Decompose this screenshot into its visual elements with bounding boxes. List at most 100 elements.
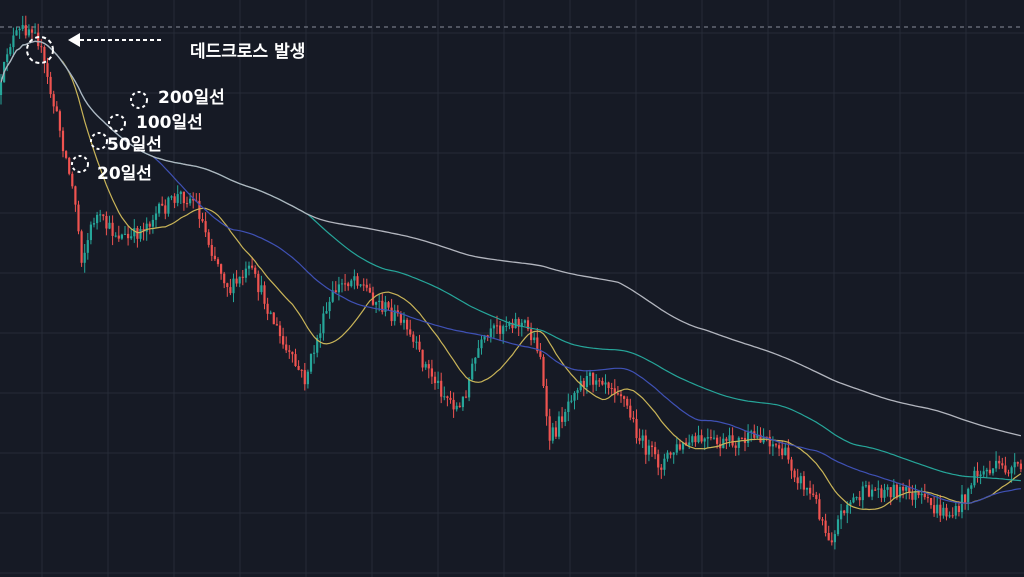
candle-body (619, 394, 623, 397)
candle-body (709, 437, 712, 439)
candle-body (185, 203, 189, 205)
candle-body (80, 231, 83, 263)
candle-body (613, 388, 616, 394)
candle-body (607, 382, 610, 388)
candle-body (520, 322, 523, 327)
candle-body (99, 214, 102, 216)
candle-body (173, 196, 176, 203)
candle-body (858, 497, 861, 501)
candle-body (827, 533, 830, 541)
candle-body (130, 236, 133, 239)
candle-body (728, 435, 731, 441)
candle-body (74, 186, 77, 205)
candle-body (756, 434, 759, 438)
candle-body (37, 32, 40, 47)
candle-body (672, 452, 675, 455)
candle-body (1010, 467, 1013, 474)
candle-body (833, 534, 836, 543)
candle-body (774, 444, 778, 446)
candle-body (790, 459, 793, 471)
candle-body (874, 489, 877, 491)
candle-body (706, 437, 709, 439)
candle-body (864, 485, 867, 487)
candle-body (458, 405, 461, 408)
candle-body (678, 444, 681, 450)
candle-body (852, 497, 855, 503)
candle-body (46, 63, 49, 77)
candle-body (886, 487, 889, 490)
candle-body (712, 437, 716, 439)
candle-body (316, 337, 319, 353)
candle-body (384, 302, 387, 312)
candle-body (235, 278, 238, 284)
candle-body (495, 325, 499, 327)
candle-body (998, 460, 1001, 464)
candle-body (0, 82, 3, 95)
candle-body (353, 276, 356, 281)
candle-body (923, 493, 926, 498)
candle-body (244, 268, 247, 278)
candle-body (471, 363, 474, 380)
candle-body (452, 399, 455, 410)
candle-body (489, 328, 492, 338)
candle-body (582, 380, 585, 387)
candle-body (561, 416, 564, 422)
candle-body (58, 111, 61, 131)
candle-body (945, 507, 948, 517)
candle-body (446, 396, 449, 398)
candle-body (189, 198, 192, 204)
candle-body (254, 267, 257, 274)
candle-body (449, 397, 452, 400)
candle-body (443, 396, 446, 398)
candle-body (548, 416, 551, 441)
candle-body (880, 488, 883, 498)
candle-body (889, 487, 892, 498)
candle-body (830, 540, 833, 543)
candle-body (778, 445, 781, 449)
candle-body (694, 436, 697, 443)
candle-body (917, 490, 920, 496)
candle-body (238, 276, 241, 284)
ma50-label: 50일선 (107, 135, 162, 155)
candle-body (427, 364, 430, 369)
candle-body (988, 469, 991, 474)
candle-body (523, 320, 526, 323)
candle-body (105, 216, 108, 229)
candle-body (21, 25, 24, 29)
candle-body (533, 337, 536, 341)
candle-body (179, 191, 182, 195)
candle-body (390, 307, 393, 322)
candle-body (836, 519, 840, 535)
candle-body (229, 287, 232, 294)
candle-body (176, 194, 179, 203)
candle-body (933, 505, 936, 514)
candle-body (576, 390, 579, 393)
candle-body (117, 235, 120, 239)
candle-body (278, 325, 282, 337)
candle-body (68, 157, 71, 174)
candle-body (703, 438, 706, 442)
candle-body (598, 380, 601, 382)
candle-body (508, 322, 511, 326)
candle-body (697, 435, 700, 443)
candle-body (802, 476, 805, 490)
candle-body (905, 486, 908, 491)
candle-body (731, 435, 734, 446)
ma50-marker (90, 132, 108, 150)
candle-body (601, 381, 604, 385)
candle-body (61, 130, 65, 152)
candle-body (979, 474, 982, 477)
candle-body (716, 437, 719, 444)
candle-body (511, 322, 514, 329)
candle-body (198, 200, 201, 219)
candle-body (654, 447, 657, 455)
candle-body (657, 454, 660, 468)
candle-body (1019, 463, 1022, 470)
ma100-label: 100일선 (136, 113, 203, 133)
candle-body (610, 388, 613, 389)
candle-body (83, 252, 86, 263)
candle-body (663, 458, 666, 470)
candle-body (976, 470, 979, 477)
candle-body (821, 519, 824, 521)
